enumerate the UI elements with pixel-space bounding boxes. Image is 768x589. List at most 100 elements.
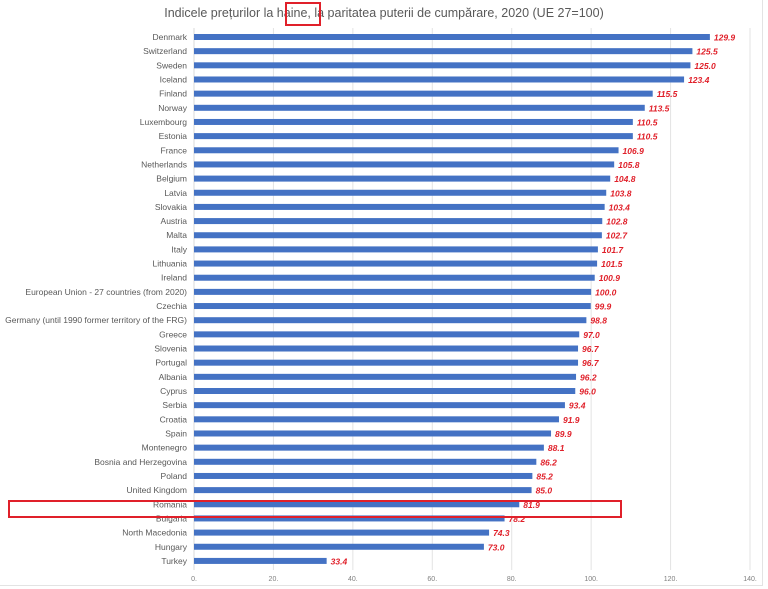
value-label: 106.9 xyxy=(623,146,645,156)
x-tick-label: 0. xyxy=(191,576,197,583)
x-tick-label: 20. xyxy=(269,576,279,583)
value-label: 74.3 xyxy=(493,528,510,538)
category-label: Albania xyxy=(159,372,188,382)
value-label: 113.5 xyxy=(649,103,670,113)
bar xyxy=(194,501,520,508)
value-label: 86.2 xyxy=(540,457,557,467)
category-label: Romania xyxy=(153,499,187,509)
value-label: 33.4 xyxy=(331,556,348,566)
chart-title: Indicele prețurilor la haine, la paritat… xyxy=(164,6,604,20)
value-label: 88.1 xyxy=(548,443,565,453)
bar xyxy=(194,515,505,522)
bar xyxy=(194,402,565,409)
value-label: 125.0 xyxy=(694,61,716,71)
value-label: 105.8 xyxy=(618,160,640,170)
bar xyxy=(194,62,691,69)
category-label: Luxembourg xyxy=(140,117,188,127)
category-label: United Kingdom xyxy=(127,485,187,495)
category-label: Belgium xyxy=(156,174,187,184)
bar xyxy=(194,161,615,168)
value-label: 123.4 xyxy=(688,75,710,85)
category-label: Czechia xyxy=(156,301,187,311)
bar xyxy=(194,34,710,40)
title-highlight-box xyxy=(285,2,321,26)
category-label: Croatia xyxy=(160,414,188,424)
category-label: North Macedonia xyxy=(122,528,187,538)
category-label: France xyxy=(161,145,188,155)
category-label: Lithuania xyxy=(152,259,187,269)
x-tick-label: 60. xyxy=(427,576,437,583)
value-label: 101.7 xyxy=(602,245,625,255)
bar xyxy=(194,48,693,55)
value-label: 73.0 xyxy=(488,542,505,552)
bar xyxy=(194,232,602,239)
bar xyxy=(194,472,533,479)
value-label: 101.5 xyxy=(601,259,623,269)
category-label: Iceland xyxy=(160,74,188,84)
category-label: Norway xyxy=(158,103,188,113)
bar xyxy=(194,430,552,437)
value-label: 100.9 xyxy=(599,273,621,283)
value-label: 125.5 xyxy=(696,47,718,57)
category-label: Finland xyxy=(159,89,187,99)
bar xyxy=(194,487,532,494)
bar xyxy=(194,458,537,465)
category-label: Ireland xyxy=(161,273,187,283)
category-label: Estonia xyxy=(159,131,188,141)
bar xyxy=(194,317,587,324)
value-label: 129.9 xyxy=(714,33,736,43)
bar xyxy=(194,133,633,140)
value-label: 96.7 xyxy=(582,358,600,368)
bar xyxy=(194,260,598,267)
value-label: 96.0 xyxy=(579,387,596,397)
category-label: Bulgaria xyxy=(156,513,187,523)
value-label: 100.0 xyxy=(595,287,617,297)
value-label: 102.8 xyxy=(606,217,628,227)
value-label: 110.5 xyxy=(637,117,658,127)
x-tick-label: 80. xyxy=(507,576,517,583)
bar xyxy=(194,388,576,394)
value-label: 91.9 xyxy=(563,415,580,425)
bar xyxy=(194,303,591,310)
category-label: Slovakia xyxy=(155,202,187,212)
value-label: 93.4 xyxy=(569,401,586,411)
category-label: Germany (until 1990 former territory of … xyxy=(5,315,187,325)
bar xyxy=(194,416,559,423)
category-label: Denmark xyxy=(153,32,188,42)
value-label: 104.8 xyxy=(614,174,636,184)
x-tick-label: 120. xyxy=(664,576,678,583)
value-label: 85.0 xyxy=(536,486,553,496)
category-label: Spain xyxy=(165,428,187,438)
value-label: 115.5 xyxy=(657,89,678,99)
value-label: 99.9 xyxy=(595,302,612,312)
bar xyxy=(194,288,592,295)
value-label: 96.2 xyxy=(580,372,597,382)
category-label: Greece xyxy=(159,329,187,339)
value-label: 85.2 xyxy=(536,471,553,481)
value-label: 103.4 xyxy=(609,202,631,212)
bar xyxy=(194,90,653,97)
bar xyxy=(194,373,577,380)
category-label: Netherlands xyxy=(141,159,187,169)
value-label: 96.7 xyxy=(582,344,600,354)
category-label: European Union - 27 countries (from 2020… xyxy=(25,287,187,297)
bar xyxy=(194,218,603,225)
bar xyxy=(194,359,579,366)
category-label: Austria xyxy=(161,216,188,226)
category-label: Italy xyxy=(171,244,187,254)
value-label: 110.5 xyxy=(637,132,658,142)
value-label: 103.8 xyxy=(610,188,632,198)
value-label: 78.2 xyxy=(509,514,526,524)
bar xyxy=(194,529,490,536)
bar xyxy=(194,175,611,182)
bar xyxy=(194,118,633,125)
category-label: Switzerland xyxy=(143,46,187,56)
category-label: Slovenia xyxy=(154,344,187,354)
bar xyxy=(194,246,598,253)
category-label: Bosnia and Herzegovina xyxy=(94,457,187,467)
category-label: Cyprus xyxy=(160,386,187,396)
value-label: 89.9 xyxy=(555,429,572,439)
romania-highlight-box xyxy=(8,500,622,518)
